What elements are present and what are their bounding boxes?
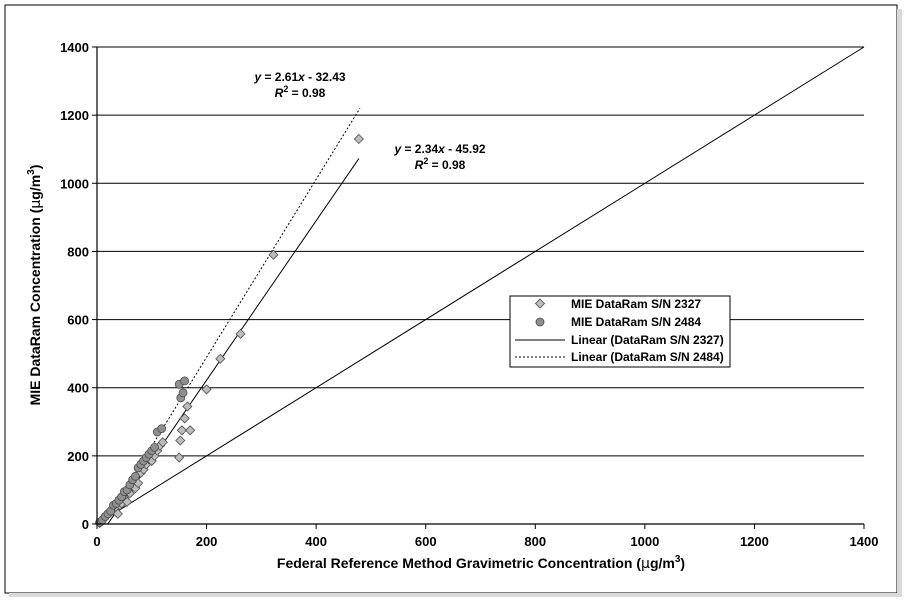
legend-label-linear-2484: Linear (DataRam S/N 2484) (571, 350, 724, 364)
x-tick-label: 800 (524, 534, 546, 549)
data-point-2484 (157, 424, 167, 434)
equation-label-2327: y = 2.34x - 45.92 R2 = 0.98 (393, 142, 485, 172)
x-tick-label: 1200 (740, 534, 769, 549)
data-point-2327 (179, 413, 190, 424)
legend-label-2484: MIE DataRam S/N 2484 (571, 315, 701, 329)
data-point-2327 (268, 249, 279, 260)
y-tick-label: 400 (67, 381, 89, 396)
x-tick-labels: 0 200 400 600 800 1000 1200 1400 (93, 534, 878, 549)
r2-2484: R2 = 0.98 (275, 84, 326, 100)
y-tick-label: 200 (67, 449, 89, 464)
data-point-2484 (180, 376, 190, 386)
data-point-2484 (130, 471, 140, 481)
equation-label-2484: y = 2.61x - 32.43 R2 = 0.98 (253, 70, 345, 100)
y-tick-label: 1400 (60, 40, 89, 55)
y-axis-title: MIE DataRam Concentration (µg/m3) (26, 165, 44, 406)
legend-label-linear-2327: Linear (DataRam S/N 2327) (571, 333, 724, 347)
legend-circle-marker (535, 317, 545, 327)
x-tick-label: 1400 (850, 534, 879, 549)
x-tick-label: 600 (415, 534, 437, 549)
y-tick-labels: 0 200 400 600 800 1000 1200 1400 (60, 40, 89, 532)
data-point-2327 (174, 452, 185, 463)
y-tick-label: 1000 (60, 176, 89, 191)
data-point-2327 (201, 384, 212, 395)
gridlines (97, 46, 864, 457)
y-tick-label: 800 (67, 244, 89, 259)
chart-shadow-bottom (9, 593, 902, 597)
data-point-2327 (176, 425, 187, 436)
legend: MIE DataRam S/N 2327 MIE DataRam S/N 248… (509, 295, 731, 368)
data-point-2484 (178, 388, 188, 398)
data-point-2327 (175, 435, 186, 446)
reference-line-group (96, 46, 865, 525)
legend-diamond-marker (534, 298, 546, 309)
data-point-2327 (157, 437, 168, 448)
equation-2484: y = 2.61x - 32.43 (253, 70, 345, 84)
equation-2327: y = 2.34x - 45.92 (393, 142, 485, 156)
data-point-2327 (235, 328, 246, 339)
y-tick-label: 600 (67, 313, 89, 328)
r2-2327: R2 = 0.98 (415, 156, 466, 172)
x-axis-title: Federal Reference Method Gravimetric Con… (277, 554, 685, 572)
chart-border (4, 4, 898, 594)
data-point-2327 (215, 353, 226, 364)
x-tick-label: 400 (305, 534, 327, 549)
data-point-2327 (185, 425, 196, 436)
legend-box (509, 295, 731, 368)
axes (92, 46, 865, 529)
chart-shadow-right (897, 9, 902, 597)
y-tick-label: 1200 (60, 108, 89, 123)
x-tick-label: 1000 (630, 534, 659, 549)
data-point-2327 (182, 401, 193, 412)
reference-line (96, 46, 865, 525)
x-tick-label: 0 (93, 534, 100, 549)
x-tick-label: 200 (196, 534, 218, 549)
legend-label-2327: MIE DataRam S/N 2327 (571, 297, 701, 311)
data-point-2484 (150, 442, 159, 452)
data-point-2327 (353, 133, 364, 145)
y-tick-label: 0 (82, 517, 89, 532)
